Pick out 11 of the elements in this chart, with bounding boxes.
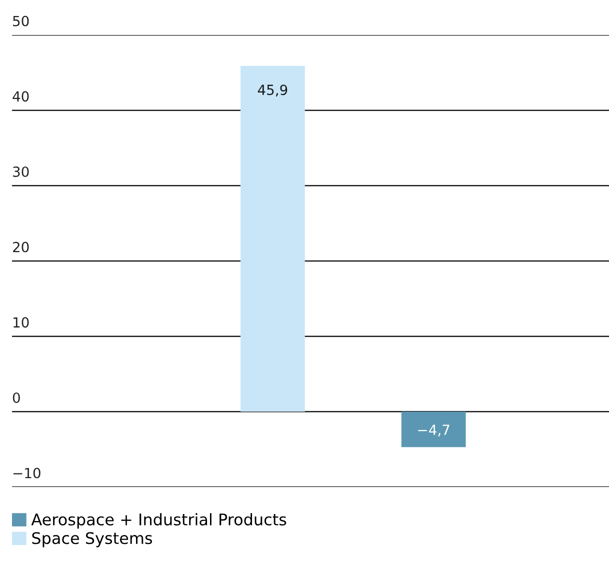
y-tick-label: 50: [13, 16, 29, 26]
y-tick-label: 40: [12, 91, 29, 102]
data-label: −4,7: [418, 424, 450, 437]
y-tick-label: 20: [13, 242, 29, 252]
y-tick-label: 10: [14, 317, 29, 328]
y-tick-label: 0: [12, 392, 20, 403]
legend-label: Space Systems: [32, 532, 152, 548]
y-tick-label: −10: [13, 468, 40, 478]
y-tick-label: 30: [13, 166, 29, 177]
legend-label: Aerospace + Industrial Products: [31, 513, 286, 529]
data-label: 45,9: [258, 84, 288, 97]
